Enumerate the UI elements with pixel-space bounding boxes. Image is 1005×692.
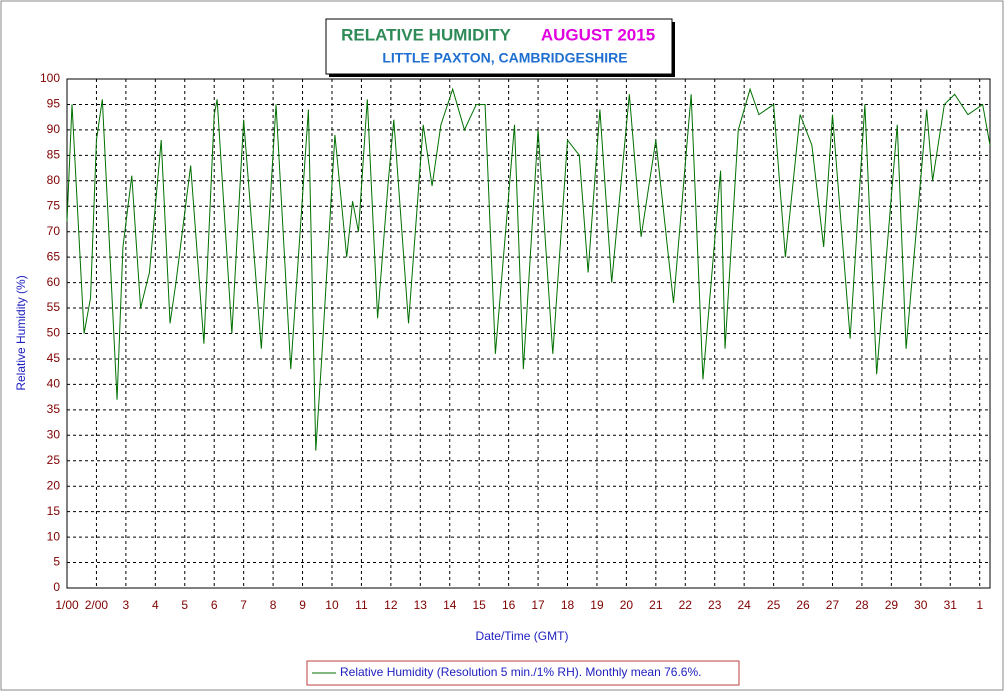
x-tick-label: 26 [796,598,810,612]
x-tick-label: 14 [443,598,457,612]
x-tick-label: 6 [211,598,218,612]
y-tick-label: 5 [53,555,60,569]
x-tick-label: 19 [590,598,604,612]
y-tick-label: 95 [47,97,61,111]
y-tick-label: 70 [47,224,61,238]
y-tick-label: 55 [47,300,61,314]
x-tick-label: 9 [299,598,306,612]
y-tick-label: 0 [53,580,60,594]
y-tick-label: 40 [47,377,61,391]
y-tick-label: 30 [47,427,61,441]
x-tick-label: 7 [240,598,247,612]
x-tick-label: 21 [649,598,663,612]
x-tick-label: 20 [620,598,634,612]
x-tick-label: 27 [826,598,840,612]
chart-title: RELATIVE HUMIDITY [341,25,511,44]
legend-box [306,660,740,686]
y-tick-label: 15 [47,504,61,518]
x-tick-label: 11 [355,598,368,612]
x-tick-label: 17 [531,598,545,612]
y-axis-label: Relative Humidity (%) [14,275,28,390]
x-tick-label: 31 [944,598,958,612]
x-tick-label: 1 [976,598,983,612]
legend-label: Relative Humidity (Resolution 5 min./1% … [340,665,701,679]
y-tick-label: 50 [47,326,61,340]
x-tick-label: 10 [325,598,339,612]
title-box [325,18,673,75]
x-tick-label: 29 [885,598,899,612]
x-tick-label: 22 [679,598,693,612]
y-tick-label: 65 [47,249,61,263]
y-tick-label: 20 [47,478,61,492]
x-tick-label: 5 [181,598,188,612]
y-tick-label: 85 [47,148,61,162]
x-tick-label: 15 [473,598,487,612]
y-tick-label: 35 [47,402,61,416]
y-tick-label: 90 [47,122,61,136]
x-tick-label: 3 [123,598,130,612]
x-tick-label: 1/00 [55,598,79,612]
y-tick-label: 60 [47,275,61,289]
x-tick-label: 18 [561,598,575,612]
x-tick-label: 23 [708,598,722,612]
data-line [66,87,991,451]
x-tick-label: 2/00 [85,598,109,612]
location: LITTLE PAXTON, CAMBRIDGESHIRE [382,50,627,66]
y-tick-label: 45 [47,351,61,365]
x-tick-label: 8 [270,598,277,612]
x-tick-label: 4 [152,598,159,612]
x-axis-label: Date/Time (GMT) [476,629,569,643]
chart-subtitle: AUGUST 2015 [541,25,655,44]
x-tick-label: 30 [914,598,928,612]
x-tick-label: 13 [414,598,428,612]
x-tick-label: 25 [767,598,781,612]
y-tick-label: 75 [47,198,61,212]
x-tick-label: 16 [502,598,516,612]
x-tick-label: 12 [384,598,398,612]
plot-border [66,78,991,589]
y-tick-label: 100 [40,71,60,85]
y-tick-label: 80 [47,173,61,187]
y-tick-label: 25 [47,453,61,467]
x-tick-label: 24 [737,598,751,612]
y-tick-label: 10 [47,529,61,543]
x-tick-label: 28 [855,598,869,612]
